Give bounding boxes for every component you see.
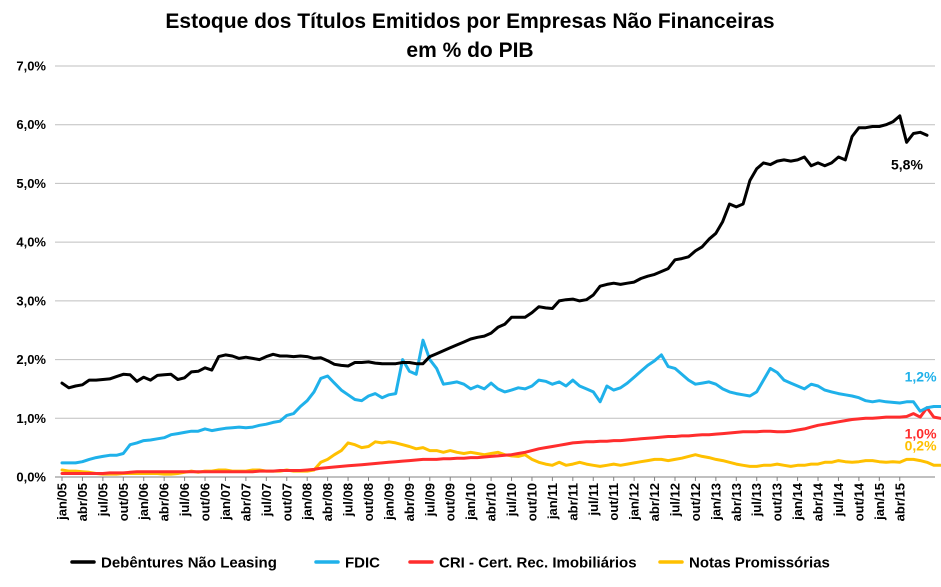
gridlines bbox=[55, 65, 935, 478]
x-tick-label: out/12 bbox=[688, 483, 703, 521]
x-tick-label: jan/08 bbox=[300, 483, 315, 521]
series-line-3 bbox=[60, 440, 941, 476]
series-line-1 bbox=[60, 338, 941, 465]
legend: Debêntures Não Leasing FDIC CRI - Cert. Re… bbox=[70, 555, 830, 572]
x-tick-label: abr/12 bbox=[647, 483, 662, 521]
legend-label-0: Debêntures Não Leasing bbox=[101, 555, 277, 572]
x-tick-label: jan/15 bbox=[872, 483, 887, 521]
chart-title-line-1: Estoque dos Títulos Emitidos por Empresa… bbox=[165, 10, 774, 33]
x-tick-label: jul/12 bbox=[667, 483, 682, 517]
x-tick-label: out/11 bbox=[606, 483, 621, 521]
x-tick-label: jan/06 bbox=[136, 483, 151, 521]
end-label-0: 5,8% bbox=[891, 156, 923, 172]
series-line-0 bbox=[60, 114, 929, 390]
x-tick-label: abr/06 bbox=[157, 483, 172, 521]
x-tick-label: abr/05 bbox=[75, 483, 90, 521]
x-tick-label: jan/13 bbox=[708, 483, 723, 521]
x-tick-label: abr/08 bbox=[320, 483, 335, 521]
y-tick-label: 3,0% bbox=[16, 293, 46, 308]
x-tick-label: out/14 bbox=[851, 482, 866, 521]
x-tick-label: jul/11 bbox=[586, 483, 601, 517]
x-tick-label: abr/10 bbox=[484, 483, 499, 521]
x-tick-label: jan/07 bbox=[218, 483, 233, 521]
y-tick-label: 7,0% bbox=[16, 59, 46, 74]
legend-label-1: FDIC bbox=[345, 555, 380, 572]
x-tick-label: jan/10 bbox=[463, 483, 478, 521]
x-tick-label: jul/06 bbox=[177, 483, 192, 517]
y-tick-label: 1,0% bbox=[16, 411, 46, 426]
x-tick-label: jul/13 bbox=[749, 483, 764, 517]
x-tick-label: out/07 bbox=[279, 483, 294, 521]
y-axis: 0,0% 1,0% 2,0% 3,0% 4,0% 5,0% 6,0% 7,0% bbox=[16, 59, 46, 485]
x-tick-label: out/13 bbox=[770, 483, 785, 521]
x-tick-label: jul/14 bbox=[831, 482, 846, 517]
x-tick-label: jan/12 bbox=[627, 483, 642, 521]
end-label-3: 0,2% bbox=[905, 437, 937, 453]
x-tick-label: jul/05 bbox=[95, 483, 110, 517]
y-tick-label: 4,0% bbox=[16, 235, 46, 250]
end-label-2: 1,0% bbox=[905, 425, 937, 441]
end-labels: 5,8% 1,2% 1,0%0,2% bbox=[891, 156, 937, 453]
x-tick-label: abr/11 bbox=[565, 483, 580, 521]
x-tick-label: out/09 bbox=[443, 483, 458, 521]
series-lines bbox=[60, 114, 941, 476]
legend-label-3: Notas Promissórias bbox=[689, 555, 830, 572]
y-tick-label: 2,0% bbox=[16, 352, 46, 367]
x-tick-label: out/08 bbox=[361, 483, 376, 521]
end-label-1: 1,2% bbox=[905, 369, 937, 385]
legend-label-2: CRI - Cert. Rec. Imobiliários bbox=[439, 555, 637, 572]
x-tick-label: abr/15 bbox=[892, 483, 907, 521]
x-tick-label: jan/11 bbox=[545, 483, 560, 520]
x-tick-label: out/05 bbox=[116, 483, 131, 521]
x-tick-label: jan/09 bbox=[381, 483, 396, 521]
x-tick-label: jul/08 bbox=[341, 483, 356, 517]
x-tick-label: abr/13 bbox=[729, 483, 744, 521]
x-tick-label: out/10 bbox=[524, 483, 539, 521]
x-tick-label: abr/07 bbox=[238, 483, 253, 521]
y-tick-label: 5,0% bbox=[16, 176, 46, 191]
x-tick-label: jan/14 bbox=[790, 482, 805, 521]
x-tick-label: jul/07 bbox=[259, 483, 274, 517]
x-tick-label: abr/14 bbox=[811, 482, 826, 521]
y-tick-label: 6,0% bbox=[16, 117, 46, 132]
x-tick-label: jan/05 bbox=[55, 483, 70, 521]
x-axis: jan/05 abr/05 jul/05 out/05 jan/06 abr/06 jul/… bbox=[55, 476, 935, 521]
y-tick-label: 0,0% bbox=[16, 470, 46, 485]
series-line-2 bbox=[60, 406, 941, 475]
x-tick-label: out/06 bbox=[198, 483, 213, 521]
x-tick-label: jul/09 bbox=[422, 483, 437, 517]
x-tick-label: jul/10 bbox=[504, 483, 519, 517]
chart-title-line-2: em % do PIB bbox=[406, 39, 533, 62]
x-tick-label: abr/09 bbox=[402, 483, 417, 521]
